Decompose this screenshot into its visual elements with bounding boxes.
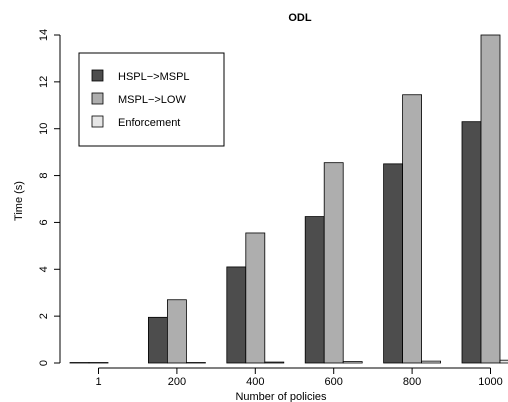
bar (383, 163, 404, 364)
bar (421, 360, 442, 364)
bar (499, 359, 508, 364)
y-tick-label: 8 (38, 173, 50, 179)
legend-box (78, 52, 225, 147)
x-tick-label: 600 (325, 376, 343, 388)
bar (264, 361, 285, 364)
chart-title: ODL (288, 12, 312, 24)
y-tick-label: 10 (38, 123, 50, 135)
bar (480, 34, 501, 364)
bar (147, 316, 168, 364)
bar (226, 266, 247, 364)
x-tick-label: 1000 (478, 376, 502, 388)
legend-swatch (91, 69, 104, 82)
legend-label: Enforcement (118, 117, 180, 129)
y-tick-label: 4 (38, 266, 50, 272)
y-axis-label: Time (s) (13, 181, 25, 221)
y-tick-label: 2 (38, 313, 50, 319)
y-axis: 0 2 4 6 8 10 12 14 (38, 29, 61, 366)
x-tick-label: 200 (168, 376, 186, 388)
x-tick-label: 800 (403, 376, 421, 388)
y-tick-label: 14 (38, 29, 50, 41)
y-tick-label: 6 (38, 219, 50, 225)
legend: HSPL−>MSPL MSPL−>LOW Enforcement (78, 52, 225, 147)
x-axis-label: Number of policies (235, 391, 327, 402)
bar (304, 216, 325, 364)
bar (245, 232, 266, 364)
bar (461, 121, 482, 364)
legend-label: MSPL−>LOW (118, 94, 186, 106)
x-tick-label: 1 (95, 376, 101, 388)
bar (323, 162, 344, 364)
x-axis: 1 200 400 600 800 1000 (95, 367, 503, 388)
legend-label: HSPL−>MSPL (118, 71, 190, 83)
y-tick-label: 0 (38, 360, 50, 366)
bar (166, 299, 187, 364)
x-tick-label: 400 (246, 376, 264, 388)
y-tick-label: 12 (38, 76, 50, 88)
legend-swatch (91, 115, 104, 128)
bar (342, 361, 363, 364)
legend-swatch (91, 92, 104, 105)
bar (402, 94, 423, 364)
bars (69, 34, 508, 364)
